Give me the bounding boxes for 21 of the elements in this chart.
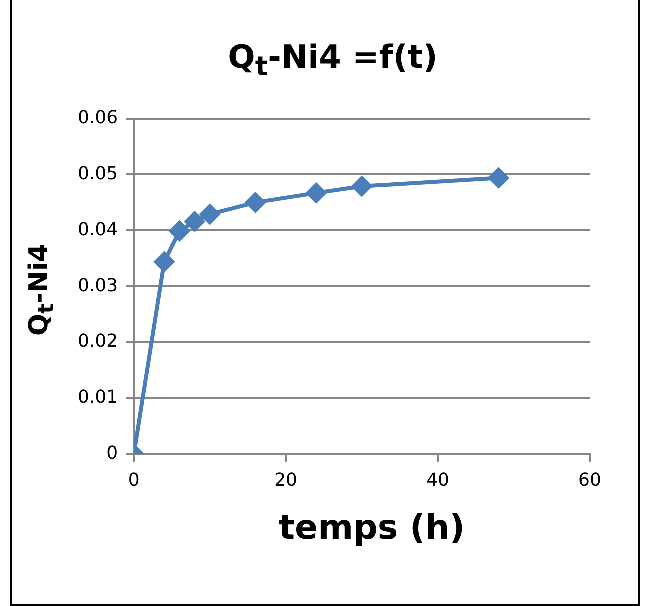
y-tick-label: 0.04 <box>78 219 118 240</box>
point <box>306 183 326 204</box>
point <box>170 221 190 242</box>
point <box>184 212 205 232</box>
x-tick-label: 0 <box>128 470 140 491</box>
point <box>154 252 174 272</box>
point <box>352 176 372 196</box>
y-tick-label: 0.02 <box>78 331 118 352</box>
x-tick-label: 40 <box>426 470 450 491</box>
y-tick-label: 0.03 <box>78 275 118 296</box>
y-tick-label: 0.05 <box>78 163 118 184</box>
point <box>200 204 220 224</box>
point <box>488 168 509 188</box>
point <box>246 192 266 213</box>
x-axis-title: temps (h) <box>278 508 466 548</box>
y-tick-label: 0.01 <box>78 387 118 408</box>
y-tick-label: 0.06 <box>78 107 118 128</box>
chart-title: Q$_{t}$-Ni4 =f(t) <box>227 38 439 82</box>
x-tick-label: 60 <box>578 470 602 491</box>
x-tick-label: 20 <box>274 470 298 491</box>
y-tick-label: 0 <box>106 443 118 464</box>
